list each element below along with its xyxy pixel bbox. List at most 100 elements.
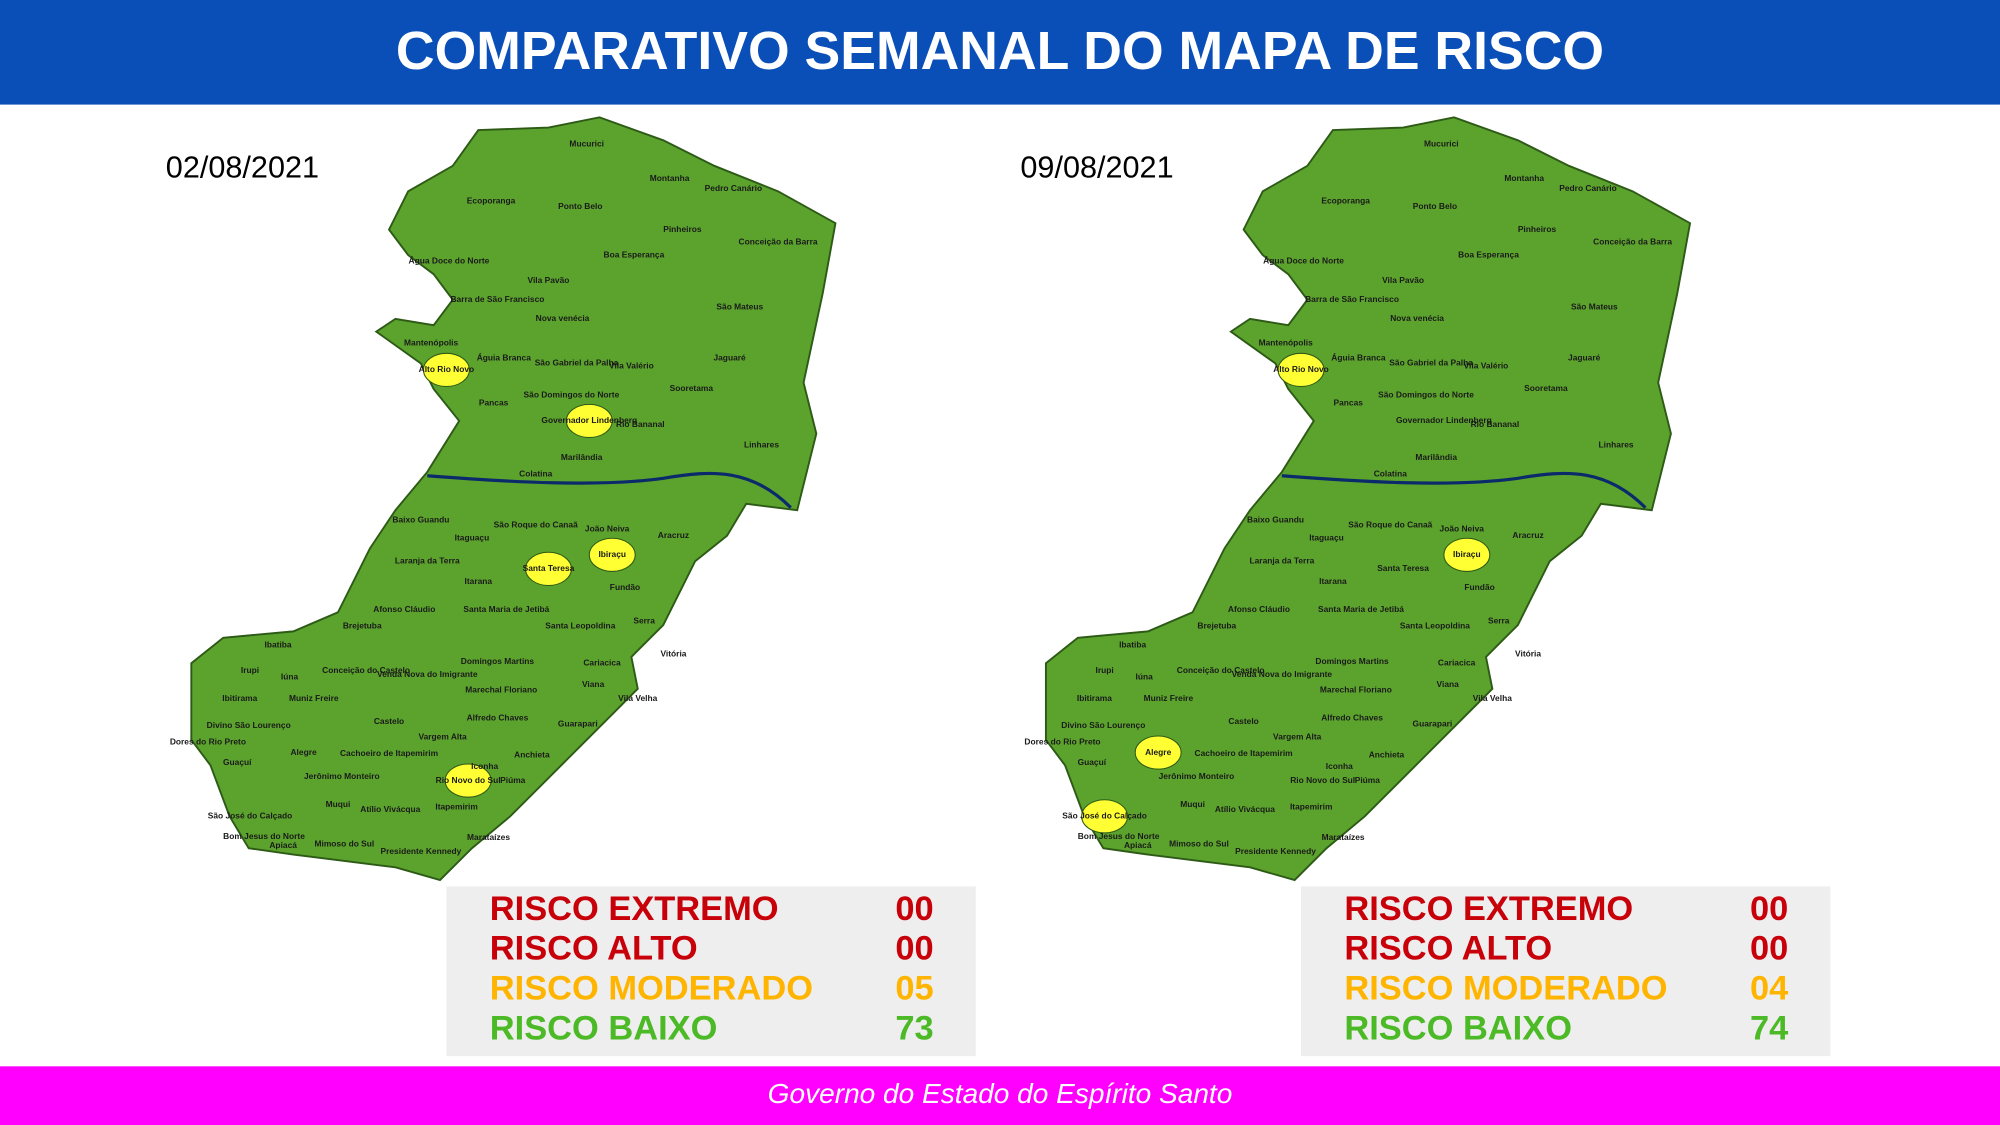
municipality-label: Pancas (479, 397, 509, 407)
municipality-label: Pancas (1333, 397, 1363, 407)
municipality-label: Alegre (1145, 747, 1171, 757)
municipality-label: Rio Bananal (616, 419, 665, 429)
municipality-label: Cachoeiro de Itapemirim (340, 748, 438, 758)
municipality-label: Ibitirama (1077, 693, 1112, 703)
municipality-label: Água Doce do Norte (1263, 255, 1344, 266)
legend-count: 04 (1750, 970, 1788, 1008)
municipality-label: Boa Esperança (1458, 249, 1519, 259)
municipality-label: Dores do Rio Preto (1024, 737, 1100, 747)
municipality-label: Bom Jesus do Norte (1078, 831, 1160, 841)
municipality-label: Colatina (1374, 469, 1407, 479)
municipality-label: Brejetuba (1197, 620, 1236, 630)
municipality-label: Marechal Floriano (1320, 684, 1392, 694)
municipality-label: Apiacá (1124, 840, 1152, 850)
municipality-label: Ponto Belo (558, 201, 602, 211)
municipality-label: Iúna (281, 672, 299, 682)
municipality-label: Vila Velha (618, 693, 657, 703)
municipality-label: Colatina (519, 469, 552, 479)
municipality-label: Mucurici (1424, 138, 1459, 148)
legend-count: 74 (1750, 1010, 1788, 1048)
municipality-label: Aracruz (1512, 530, 1543, 540)
municipality-label: Guaçuí (223, 757, 252, 767)
municipality-label: Itaguaçu (455, 532, 490, 542)
municipality-label: Atílio Vivácqua (1215, 804, 1275, 814)
municipality-label: Águia Branca (1331, 352, 1386, 363)
municipality-label: Presidente Kennedy (1235, 846, 1316, 856)
municipality-label: Pedro Canário (705, 183, 762, 193)
legend-label: RISCO MODERADO (1344, 970, 1667, 1008)
municipality-label: Pedro Canário (1559, 183, 1616, 193)
municipality-label: Vitória (660, 649, 686, 659)
municipality-label: Anchieta (514, 749, 550, 759)
municipality-label: Governador Lindenberg (541, 415, 637, 425)
municipality-label: Rio Novo do Sul (1290, 775, 1355, 785)
municipality-label: Alfredo Chaves (467, 712, 529, 722)
municipality-label: Itarana (1319, 576, 1347, 586)
municipality-label: Governador Lindenberg (1396, 415, 1492, 425)
municipality-label: Sooretama (670, 383, 714, 393)
municipality-label: Brejetuba (343, 620, 382, 630)
municipality-label: Jaguaré (1568, 353, 1601, 363)
municipality-label: Cariacica (1438, 657, 1476, 667)
municipality-label: Muqui (1180, 799, 1205, 809)
municipality-label: Jerônimo Monteiro (1159, 771, 1235, 781)
municipality-label: Itarana (465, 576, 493, 586)
municipality-label: Nova venécia (1390, 313, 1444, 323)
municipality-label: Guarapari (1413, 719, 1453, 729)
municipality-label: São José do Calçado (1062, 811, 1147, 821)
municipality-label: Mucurici (569, 138, 604, 148)
footer-band (0, 1066, 2000, 1125)
legend-count: 00 (895, 890, 933, 928)
municipality-label: Barra de São Francisco (450, 294, 544, 304)
municipality-label: Piúma (1355, 775, 1381, 785)
municipality-label: Cariacica (583, 657, 621, 667)
legend-count: 00 (1750, 890, 1788, 928)
legend-label: RISCO BAIXO (490, 1010, 718, 1048)
municipality-label: Ibatiba (1119, 640, 1146, 650)
municipality-label: Baixo Guandu (392, 515, 449, 525)
municipality-label: Ibiraçu (1453, 549, 1481, 559)
municipality-label: Vila Valério (1464, 360, 1509, 370)
municipality-label: Pinheiros (663, 224, 702, 234)
highlighted-municipality (1081, 799, 1129, 834)
legend-label: RISCO MODERADO (490, 970, 813, 1008)
legend-count: 05 (895, 970, 933, 1008)
municipality-label: Venda Nova do Imigrante (377, 669, 478, 679)
municipality-label: Itaguaçu (1309, 532, 1344, 542)
municipality-label: Conceição do Castelo (1177, 665, 1265, 675)
municipality-label: Domingos Martins (1315, 656, 1389, 666)
municipality-label: Ibiraçu (598, 549, 626, 559)
legend-label: RISCO EXTREMO (1344, 890, 1633, 928)
municipality-label: São Gabriel da Palha (1389, 358, 1473, 368)
legend-box (1301, 886, 1831, 1057)
highlighted-municipality (565, 403, 613, 439)
municipality-label: Anchieta (1369, 749, 1405, 759)
municipality-label: Fundão (1464, 582, 1494, 592)
legend-label: RISCO ALTO (1344, 930, 1552, 968)
footer-text: Governo do Estado do Espírito Santo (768, 1078, 1233, 1109)
municipality-label: São Domingos do Norte (1378, 390, 1474, 400)
municipality-label: Alegre (290, 747, 316, 757)
municipality-label: Rio Bananal (1471, 419, 1520, 429)
municipality-label: Vargem Alta (418, 731, 467, 741)
highlighted-municipality (1443, 537, 1491, 572)
highlighted-municipality (1277, 352, 1325, 387)
municipality-label: Muqui (326, 799, 351, 809)
municipality-label: Serra (1488, 615, 1510, 625)
municipality-label: Dores do Rio Preto (170, 737, 246, 747)
legend-label: RISCO EXTREMO (490, 890, 779, 928)
municipality-label: Alto Rio Novo (1273, 364, 1329, 374)
municipality-label: São Domingos do Norte (524, 390, 620, 400)
highlighted-municipality (525, 551, 572, 586)
highlighted-municipality (444, 763, 492, 798)
municipality-label: Divino São Lourenço (207, 720, 291, 730)
municipality-label: Jerônimo Monteiro (304, 771, 380, 781)
municipality-label: Irupi (241, 665, 259, 675)
municipality-label: Domingos Martins (461, 656, 535, 666)
municipality-label: Marilândia (1415, 452, 1457, 462)
municipality-label: São Mateus (1571, 302, 1618, 312)
municipality-label: Atílio Vivácqua (360, 804, 420, 814)
municipality-label: Conceição do Castelo (322, 665, 410, 675)
